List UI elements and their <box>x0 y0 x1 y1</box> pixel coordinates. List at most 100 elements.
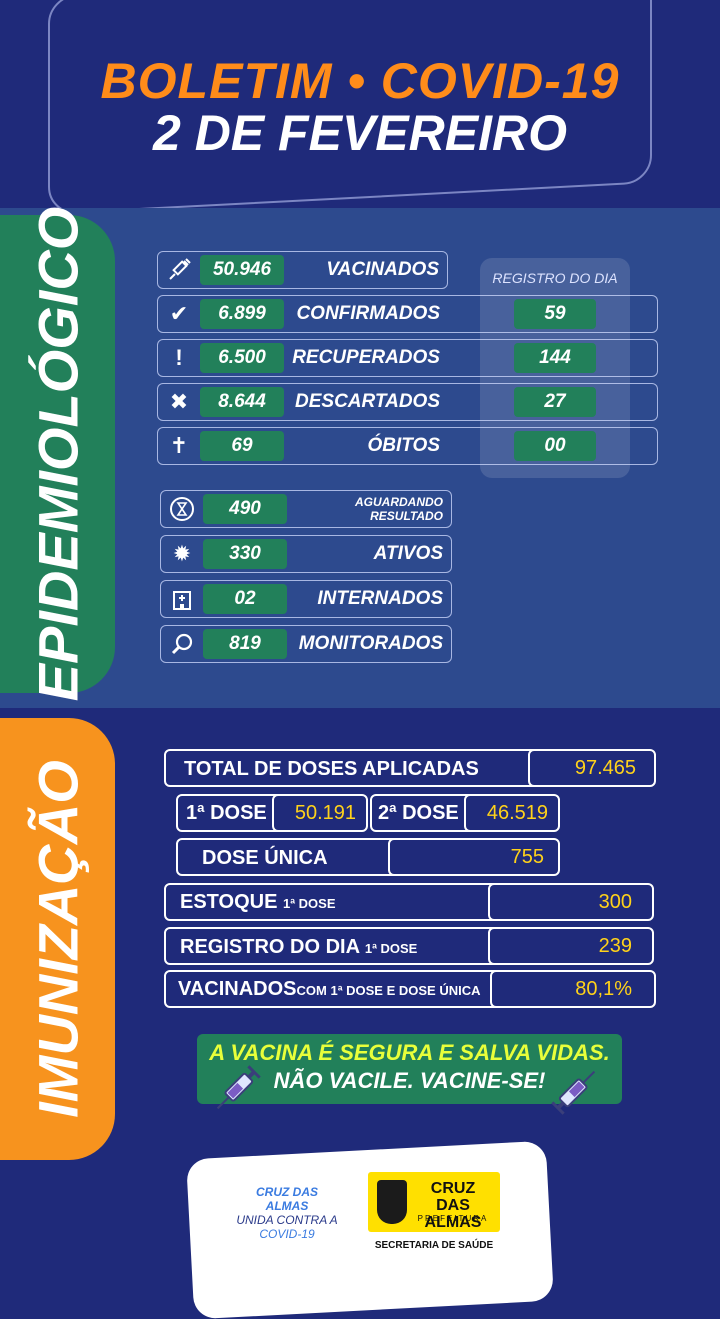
total-doses-box: TOTAL DE DOSES APLICADAS 97.465 <box>164 749 656 787</box>
vacinados-label: VACINADOSCOM 1ª DOSE E DOSE ÚNICA <box>178 972 480 1008</box>
campaign-line2: ALMAS <box>265 1199 309 1213</box>
syringe-icon <box>208 1062 264 1123</box>
slogan-line1: A VACINA É SEGURA E SALVA VIDAS. <box>209 1040 610 1065</box>
bulletin-date: 2 DE FEVEREIRO <box>153 105 567 161</box>
syringe-icon <box>164 255 194 285</box>
status-label-aguardando-line1: AGUARDANDO <box>355 495 443 509</box>
dose-unica-box: DOSE ÚNICA 755 <box>176 838 560 876</box>
city-prefeitura: PREFEITURA <box>417 1214 489 1223</box>
stat-row-recuperados: ! 6.500 RECUPERADOS <box>157 339 448 377</box>
status-row-aguardando: 490 AGUARDANDO RESULTADO <box>160 490 452 528</box>
x-icon: ✖ <box>169 389 189 414</box>
daily-row-recuperados: 144 <box>448 339 658 377</box>
hourglass-icon <box>167 494 197 524</box>
dose-unica-value: 755 <box>510 846 544 868</box>
stat-label-obitos: ÓBITOS <box>367 435 441 456</box>
estoque-box: ESTOQUE 1ª DOSE 300 <box>164 883 654 921</box>
stat-value-vacinados: 50.946 <box>200 255 284 285</box>
stat-row-vacinados: 50.946 VACINADOS <box>157 251 448 289</box>
dose2-value: 46.519 <box>486 802 548 824</box>
dose1-value-box: 50.191 <box>272 794 368 832</box>
stat-label-descartados: DESCARTADOS <box>295 391 440 412</box>
dose-unica-value-box: 755 <box>388 838 560 876</box>
epidemiological-label: EPIDEMIOLÓGICO <box>26 206 89 702</box>
city-name: CRUZ DAS ALMAS <box>412 1180 494 1231</box>
bulletin-title: BOLETIM • COVID-19 <box>100 53 620 109</box>
magnifier-icon <box>167 629 197 659</box>
total-doses-value-box: 97.465 <box>528 749 656 787</box>
registro-label-sub: 1ª DOSE <box>364 941 418 956</box>
status-label-monitorados: MONITORADOS <box>298 633 443 654</box>
registro-label-main: REGISTRO DO DIA <box>180 936 360 958</box>
campaign-line3: UNIDA CONTRA A <box>236 1213 338 1227</box>
epidemiological-tab: EPIDEMIOLÓGICO <box>0 207 115 701</box>
status-label-internados: INTERNADOS <box>317 588 443 609</box>
cross-icon: ✝ <box>169 433 189 458</box>
dose2-label: 2ª DOSE <box>378 802 459 824</box>
stat-label-confirmados: CONFIRMADOS <box>296 303 440 324</box>
status-value-monitorados: 819 <box>203 629 287 659</box>
stat-row-obitos: ✝ 69 ÓBITOS <box>157 427 448 465</box>
estoque-value: 300 <box>598 891 632 913</box>
exclamation-icon: ! <box>175 345 183 370</box>
slogan-line2: NÃO VACILE. VACINE-SE! <box>273 1068 546 1093</box>
stat-value-descartados: 8.644 <box>200 387 284 417</box>
check-icon: ✔ <box>169 301 189 326</box>
dose2-value-box: 46.519 <box>464 794 560 832</box>
immunization-label: IMUNIZAÇÃO <box>26 760 89 1118</box>
stat-value-obitos: 69 <box>200 431 284 461</box>
vacinados-label-sub: COM 1ª DOSE E DOSE ÚNICA <box>296 983 481 998</box>
city-name-line2: DAS ALMAS <box>424 1197 482 1231</box>
status-value-ativos: 330 <box>203 539 287 569</box>
immunization-tab: IMUNIZAÇÃO <box>0 718 115 1160</box>
estoque-label: ESTOQUE 1ª DOSE <box>180 885 336 921</box>
city-name-line1: CRUZ <box>430 1180 476 1197</box>
status-label-aguardando: AGUARDANDO RESULTADO <box>355 495 443 523</box>
registro-box: REGISTRO DO DIA 1ª DOSE 239 <box>164 927 654 967</box>
status-row-internados: 02 INTERNADOS <box>160 580 452 618</box>
campaign-line1: CRUZ DAS <box>256 1185 318 1199</box>
daily-value-confirmados: 59 <box>514 299 596 329</box>
daily-row-confirmados: 59 <box>448 295 658 333</box>
daily-row-obitos: 00 <box>448 427 658 465</box>
vacinados-value: 80,1% <box>575 978 632 1000</box>
daily-row-descartados: 27 <box>448 383 658 421</box>
campaign-line4: COVID-19 <box>259 1227 315 1241</box>
daily-register-title: REGISTRO DO DIA <box>492 270 618 286</box>
total-doses-label: TOTAL DE DOSES APLICADAS <box>184 758 479 780</box>
campaign-logo: CRUZ DAS ALMAS UNIDA CONTRA A COVID-19 <box>232 1185 342 1241</box>
stat-row-descartados: ✖ 8.644 DESCARTADOS <box>157 383 448 421</box>
department-name: SECRETARIA DE SAÚDE <box>374 1240 494 1251</box>
vacinados-label-main: VACINADOS <box>178 978 297 1000</box>
slogan-banner <box>197 1034 622 1104</box>
stat-label-recuperados: RECUPERADOS <box>292 347 440 368</box>
daily-value-recuperados: 144 <box>514 343 596 373</box>
epidemiological-panel <box>0 208 720 708</box>
status-row-ativos: ✹ 330 ATIVOS <box>160 535 452 573</box>
status-label-aguardando-line2: RESULTADO <box>370 509 443 523</box>
dose1-label: 1ª DOSE <box>186 802 267 824</box>
dose-unica-label: DOSE ÚNICA <box>202 847 328 869</box>
stat-value-confirmados: 6.899 <box>200 299 284 329</box>
registro-value-box: 239 <box>488 927 654 965</box>
daily-value-descartados: 27 <box>514 387 596 417</box>
daily-value-obitos: 00 <box>514 431 596 461</box>
syringe-icon <box>548 1062 604 1123</box>
city-crest-icon <box>377 1180 407 1224</box>
registro-label: REGISTRO DO DIA 1ª DOSE <box>180 929 417 967</box>
dose1-box: 1ª DOSE 50.191 <box>176 794 368 832</box>
vacinados-box: VACINADOSCOM 1ª DOSE E DOSE ÚNICA 80,1% <box>164 970 656 1008</box>
estoque-value-box: 300 <box>488 883 654 921</box>
status-value-internados: 02 <box>203 584 287 614</box>
stat-row-confirmados: ✔ 6.899 CONFIRMADOS <box>157 295 448 333</box>
hospital-icon <box>167 584 197 614</box>
total-doses-value: 97.465 <box>574 757 636 779</box>
status-value-aguardando: 490 <box>203 494 287 524</box>
dose2-box: 2ª DOSE 46.519 <box>370 794 560 832</box>
stat-value-recuperados: 6.500 <box>200 343 284 373</box>
estoque-label-sub: 1ª DOSE <box>283 896 336 911</box>
estoque-label-main: ESTOQUE <box>180 891 278 913</box>
virus-icon: ✹ <box>172 541 192 566</box>
dose1-value: 50.191 <box>294 802 356 824</box>
vacinados-value-box: 80,1% <box>490 970 656 1008</box>
